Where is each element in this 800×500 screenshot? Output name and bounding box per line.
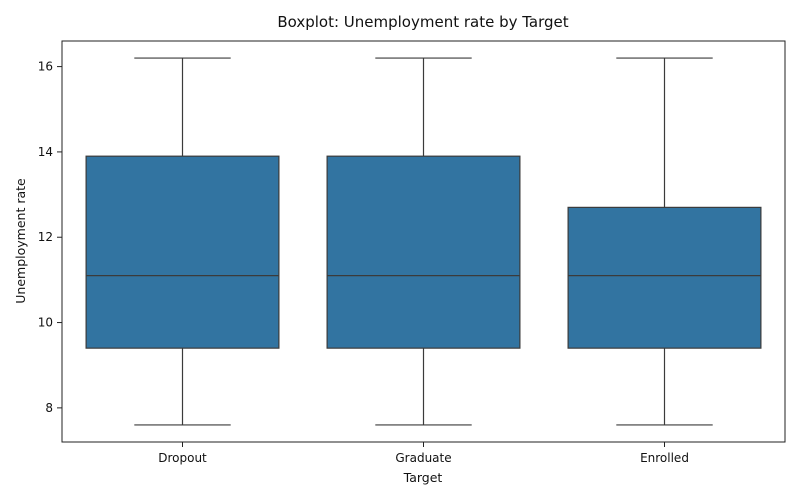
- y-axis-label: Unemployment rate: [13, 178, 28, 304]
- iqr-box: [85, 155, 280, 349]
- iqr-box: [567, 206, 762, 349]
- box-enrolled: [567, 57, 762, 426]
- x-axis: Dropout Graduate Enrolled: [158, 442, 689, 465]
- y-tick-label: 12: [38, 230, 53, 244]
- box-graduate: [326, 57, 521, 426]
- x-tick-label: Enrolled: [640, 451, 689, 465]
- iqr-box: [326, 155, 521, 349]
- y-tick-label: 16: [38, 60, 53, 74]
- x-tick-label: Graduate: [395, 451, 451, 465]
- chart-title: Boxplot: Unemployment rate by Target: [277, 13, 568, 31]
- y-tick-label: 8: [45, 401, 53, 415]
- box-dropout: [85, 57, 280, 426]
- y-tick-label: 10: [38, 316, 53, 330]
- x-axis-label: Target: [403, 470, 443, 485]
- y-tick-label: 14: [38, 145, 53, 159]
- x-tick-label: Dropout: [158, 451, 207, 465]
- plot-area: [85, 57, 762, 426]
- y-axis: 8 10 12 14 16: [38, 60, 62, 415]
